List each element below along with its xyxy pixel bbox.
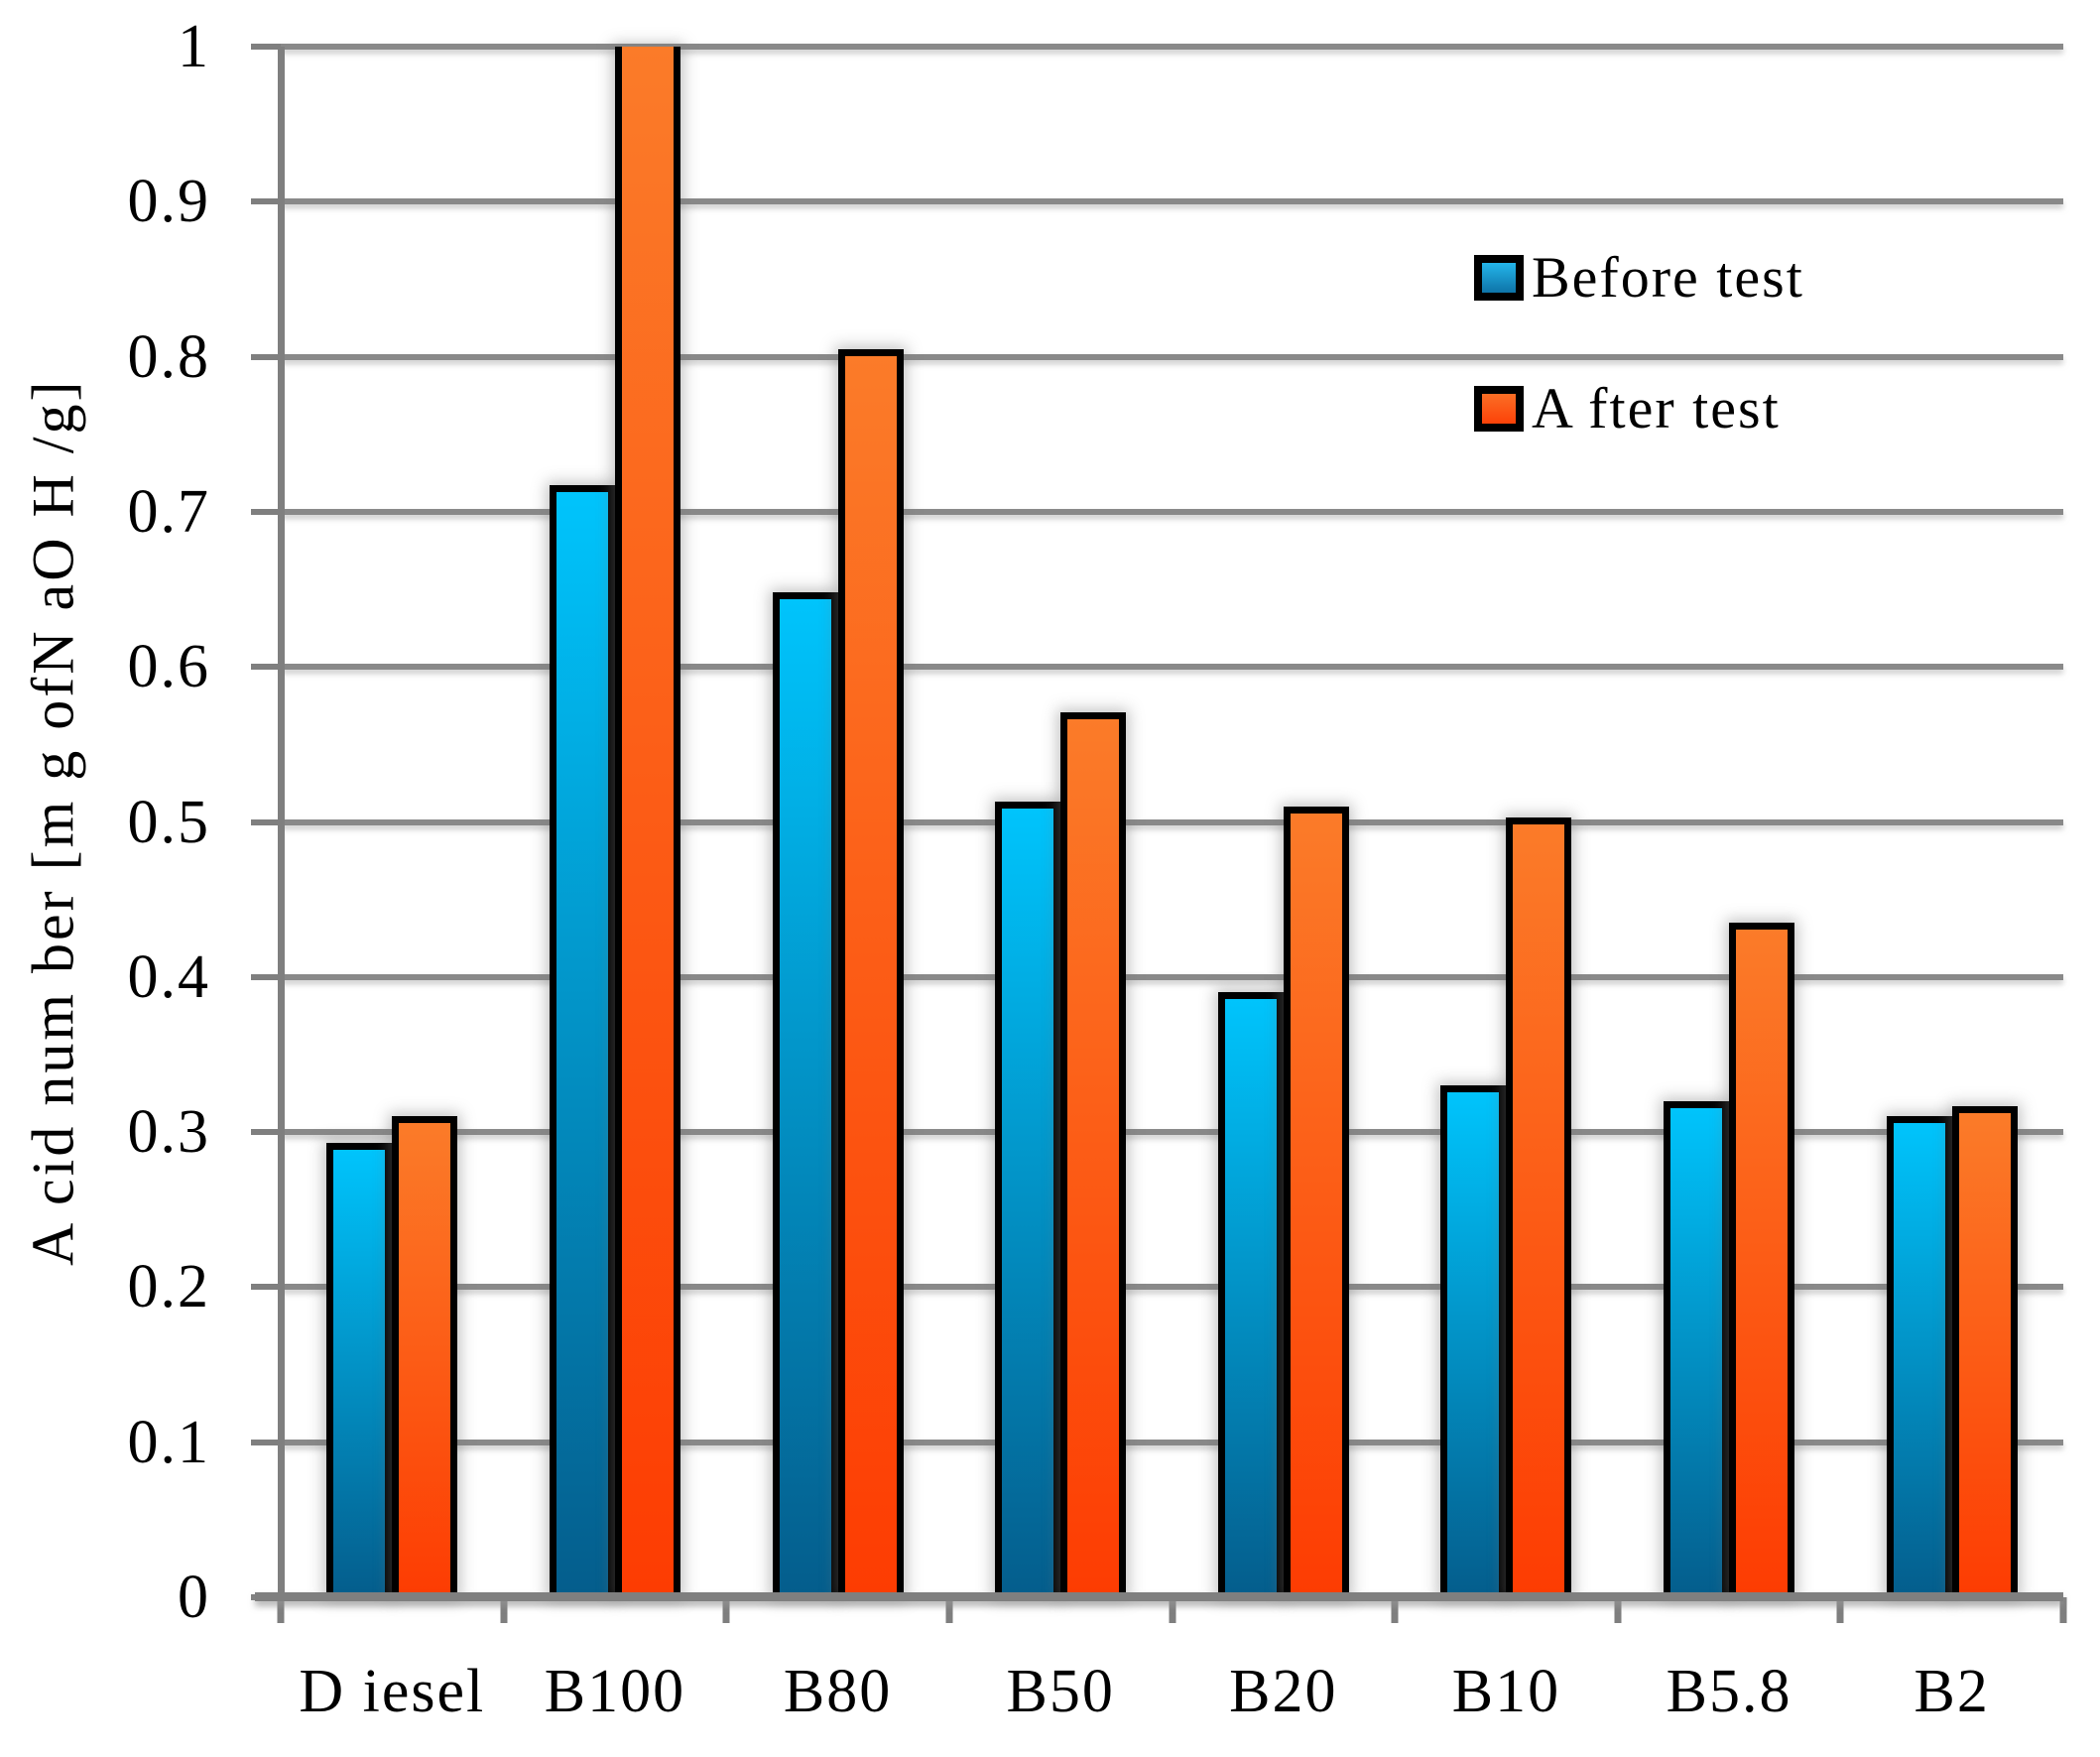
x-tick-boundary-3 <box>945 1597 953 1623</box>
legend-label-after-test: A fter test <box>1532 376 1781 440</box>
x-axis-line <box>255 1592 2063 1601</box>
x-category-label-diesel: D iesel <box>299 1658 486 1725</box>
after-test-swatch-icon <box>1474 386 1524 432</box>
x-tick-boundary-0 <box>277 1597 285 1623</box>
before-test-swatch-icon <box>1474 255 1524 301</box>
legend-label-before-test: Before test <box>1532 245 1804 310</box>
legend: Before test A fter test <box>1474 245 1804 512</box>
y-tick-0.9 <box>251 198 281 205</box>
bar-a-fter-test-b20 <box>1283 806 1349 1597</box>
x-category-label-b5.8: B5.8 <box>1666 1658 1792 1725</box>
x-tick-boundary-2 <box>722 1597 730 1623</box>
bar-before-test-b100 <box>549 485 615 1597</box>
y-tick-0.3 <box>251 1129 281 1136</box>
x-category-label-b20: B20 <box>1229 1658 1338 1725</box>
bar-a-fter-test-b2 <box>1951 1105 2018 1597</box>
bar-before-test-diesel <box>326 1143 393 1597</box>
y-tick-0.7 <box>251 508 281 515</box>
plot-area <box>251 44 2067 1623</box>
y-tick-0.4 <box>251 973 281 980</box>
x-category-label-b10: B10 <box>1451 1658 1561 1725</box>
x-tick-boundary-4 <box>1169 1597 1175 1623</box>
legend-item-before-test: Before test <box>1474 245 1804 310</box>
y-axis-line <box>278 47 285 1597</box>
bar-a-fter-test-b5.8 <box>1729 923 1795 1597</box>
gridline-0.5 <box>281 818 2063 825</box>
y-tick-label-0: 0 <box>178 1564 210 1631</box>
x-tick-boundary-6 <box>1614 1597 1622 1623</box>
gridline-0.9 <box>281 198 2063 205</box>
x-tick-boundary-5 <box>1391 1597 1399 1623</box>
y-tick-label-0.3: 0.3 <box>127 1098 210 1167</box>
bar-before-test-b2 <box>1886 1116 1952 1597</box>
bar-a-fter-test-diesel <box>392 1116 458 1597</box>
y-tick-label-0.1: 0.1 <box>127 1408 210 1476</box>
bar-before-test-b5.8 <box>1664 1100 1730 1597</box>
bar-a-fter-test-b10 <box>1506 816 1572 1597</box>
gridline-0.7 <box>281 508 2063 515</box>
y-tick-label-0.7: 0.7 <box>127 477 210 546</box>
y-tick-1 <box>251 44 281 50</box>
bar-before-test-b20 <box>1217 992 1284 1597</box>
y-tick-label-0.9: 0.9 <box>127 168 210 236</box>
bar-a-fter-test-b80 <box>837 348 904 1597</box>
bar-a-fter-test-b100 <box>614 47 680 1597</box>
x-tick-boundary-1 <box>500 1597 508 1623</box>
gridline-0.2 <box>281 1284 2063 1291</box>
bar-before-test-b50 <box>995 802 1061 1597</box>
gridline-1 <box>281 44 2063 50</box>
y-tick-label-0.4: 0.4 <box>127 942 210 1011</box>
gridline-0.6 <box>281 664 2063 671</box>
legend-item-after-test: A fter test <box>1474 376 1804 440</box>
y-tick-0.8 <box>251 353 281 360</box>
gridline-0.3 <box>281 1129 2063 1136</box>
y-tick-label-1: 1 <box>178 13 210 80</box>
x-tick-boundary-8 <box>2059 1597 2067 1623</box>
bar-a-fter-test-b50 <box>1060 711 1127 1597</box>
y-tick-label-0.6: 0.6 <box>127 633 210 701</box>
gridline-0.4 <box>281 973 2063 980</box>
bar-before-test-b10 <box>1440 1085 1507 1597</box>
x-tick-boundary-7 <box>1836 1597 1844 1623</box>
x-category-label-b50: B50 <box>1006 1658 1115 1725</box>
y-tick-0.2 <box>251 1284 281 1291</box>
y-tick-label-0.2: 0.2 <box>127 1253 210 1321</box>
gridline-0.8 <box>281 353 2063 360</box>
y-tick-0.6 <box>251 664 281 671</box>
y-tick-0.1 <box>251 1439 281 1445</box>
x-category-label-b100: B100 <box>544 1658 686 1725</box>
bar-before-test-b80 <box>772 592 838 1597</box>
x-category-label-b2: B2 <box>1914 1658 1990 1725</box>
x-category-label-b80: B80 <box>783 1658 893 1725</box>
y-tick-0.5 <box>251 818 281 825</box>
y-tick-label-0.8: 0.8 <box>127 322 210 391</box>
y-tick-label-0.5: 0.5 <box>127 788 210 856</box>
gridline-0.1 <box>281 1439 2063 1445</box>
